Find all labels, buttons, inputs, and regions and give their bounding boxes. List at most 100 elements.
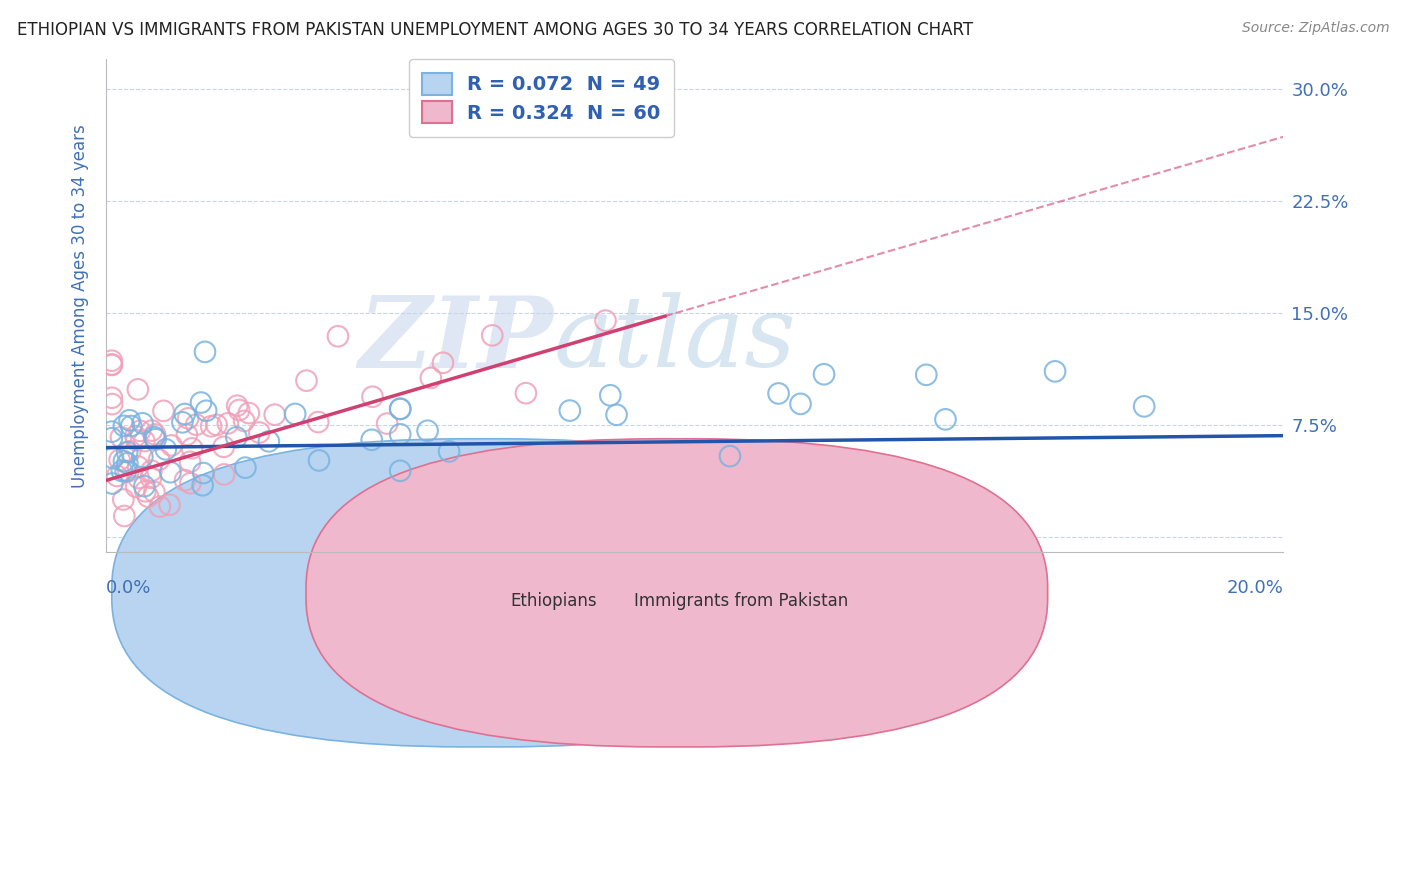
- Point: [789, 397, 811, 411]
- Point: [148, 452, 170, 467]
- Point: [190, 395, 212, 409]
- Point: [179, 476, 201, 491]
- Point: [131, 417, 153, 431]
- Point: [108, 452, 131, 467]
- Point: [127, 382, 149, 396]
- Point: [437, 444, 460, 458]
- Point: [934, 412, 956, 426]
- Point: [172, 415, 194, 429]
- Point: [238, 406, 260, 420]
- Point: [173, 407, 195, 421]
- Point: [105, 469, 128, 483]
- Point: [195, 404, 218, 418]
- Point: [101, 431, 124, 445]
- Point: [117, 456, 139, 470]
- Point: [155, 442, 177, 457]
- Point: [101, 425, 124, 439]
- Point: [389, 464, 412, 478]
- Point: [134, 479, 156, 493]
- Point: [117, 464, 139, 478]
- Point: [257, 434, 280, 449]
- Point: [419, 371, 441, 385]
- Point: [174, 473, 197, 487]
- Point: [360, 433, 382, 447]
- Point: [112, 454, 135, 468]
- Point: [247, 425, 270, 440]
- Point: [101, 358, 124, 372]
- Text: Source: ZipAtlas.com: Source: ZipAtlas.com: [1241, 21, 1389, 36]
- Point: [143, 430, 166, 444]
- Point: [225, 430, 247, 444]
- Point: [212, 440, 235, 454]
- Point: [226, 399, 249, 413]
- Point: [326, 329, 349, 343]
- Point: [139, 471, 162, 485]
- Y-axis label: Unemployment Among Ages 30 to 34 years: Unemployment Among Ages 30 to 34 years: [72, 124, 89, 488]
- Point: [145, 432, 167, 446]
- Point: [1043, 364, 1066, 378]
- Point: [515, 386, 537, 401]
- FancyBboxPatch shape: [112, 439, 853, 747]
- Point: [112, 508, 135, 523]
- Point: [295, 374, 318, 388]
- Point: [159, 498, 181, 512]
- Point: [152, 404, 174, 418]
- Point: [432, 356, 454, 370]
- Point: [124, 429, 146, 443]
- Point: [101, 358, 124, 372]
- Point: [125, 480, 148, 494]
- Point: [127, 459, 149, 474]
- Text: Ethiopians: Ethiopians: [510, 591, 596, 609]
- Point: [389, 401, 412, 416]
- Point: [110, 430, 132, 444]
- Point: [718, 449, 741, 463]
- Text: 20.0%: 20.0%: [1226, 579, 1284, 598]
- Point: [558, 403, 581, 417]
- Point: [143, 427, 166, 442]
- Point: [606, 408, 628, 422]
- Point: [307, 415, 329, 429]
- Point: [193, 466, 215, 480]
- Point: [141, 464, 163, 478]
- Point: [101, 476, 124, 491]
- Point: [101, 391, 124, 405]
- Point: [143, 485, 166, 500]
- Point: [186, 417, 208, 432]
- Point: [141, 424, 163, 438]
- FancyBboxPatch shape: [307, 439, 1047, 747]
- Point: [120, 444, 142, 458]
- Point: [768, 386, 790, 401]
- Point: [389, 427, 412, 442]
- Point: [194, 344, 217, 359]
- Point: [176, 427, 198, 442]
- Point: [200, 419, 222, 434]
- Point: [181, 442, 204, 456]
- Point: [101, 353, 124, 368]
- Point: [375, 417, 398, 431]
- Point: [228, 403, 250, 417]
- Point: [118, 413, 141, 427]
- Point: [149, 500, 172, 514]
- Point: [125, 434, 148, 448]
- Text: Immigrants from Pakistan: Immigrants from Pakistan: [634, 591, 849, 609]
- Text: 0.0%: 0.0%: [105, 579, 152, 598]
- Point: [120, 419, 142, 434]
- Point: [1133, 400, 1156, 414]
- Point: [101, 397, 124, 411]
- Point: [284, 407, 307, 421]
- Point: [481, 328, 503, 343]
- Point: [159, 465, 181, 479]
- Point: [595, 313, 617, 327]
- Point: [134, 434, 156, 448]
- Point: [131, 450, 153, 464]
- Text: ETHIOPIAN VS IMMIGRANTS FROM PAKISTAN UNEMPLOYMENT AMONG AGES 30 TO 34 YEARS COR: ETHIOPIAN VS IMMIGRANTS FROM PAKISTAN UN…: [17, 21, 973, 39]
- Point: [233, 414, 256, 428]
- Point: [308, 453, 330, 467]
- Point: [160, 438, 183, 452]
- Point: [115, 445, 138, 459]
- Point: [416, 424, 439, 438]
- Point: [136, 490, 159, 504]
- Point: [114, 464, 136, 478]
- Point: [134, 484, 156, 499]
- Point: [813, 368, 835, 382]
